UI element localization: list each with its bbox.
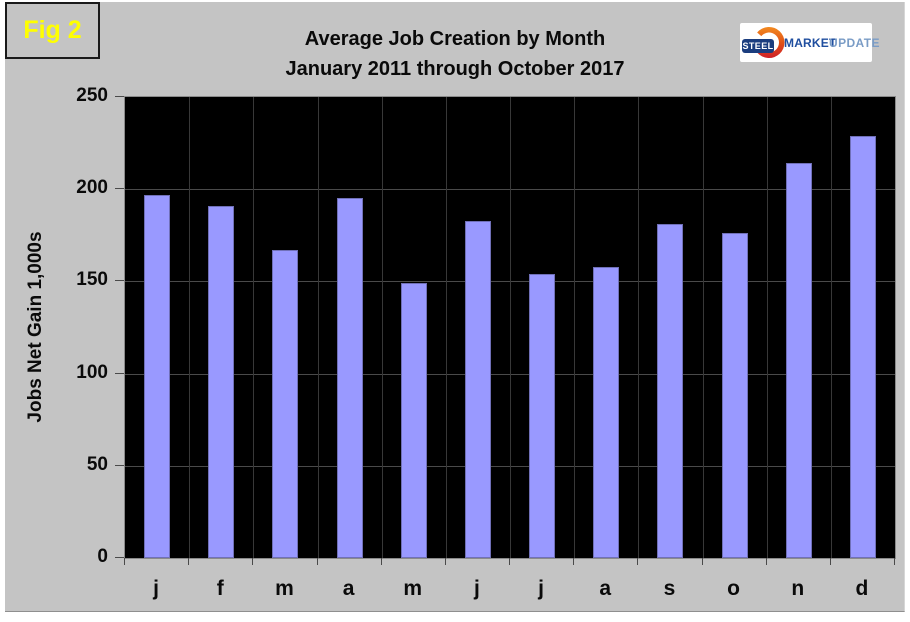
bar-d-12 bbox=[849, 136, 876, 558]
steel-market-update-logo: STEEL MARKET UPDATE bbox=[740, 23, 879, 62]
x-tick bbox=[444, 558, 446, 565]
x-tick bbox=[509, 558, 510, 565]
y-tick-label-150: 150 bbox=[76, 269, 108, 291]
figure-label-badge: Fig 2 bbox=[5, 2, 100, 59]
x-tick-label-f-2: f bbox=[216, 577, 224, 600]
x-tick-label-m-3: m bbox=[275, 577, 294, 600]
logo-crescent-icon bbox=[757, 26, 785, 58]
x-tick-label-m-5: m bbox=[403, 577, 423, 600]
gridline-vertical bbox=[830, 97, 832, 558]
x-tick-label-j-6: j bbox=[473, 577, 480, 600]
logo-steel-badge: STEEL bbox=[742, 39, 774, 53]
gridline-vertical bbox=[510, 97, 511, 558]
x-tick bbox=[894, 558, 895, 565]
x-tick bbox=[637, 558, 639, 565]
logo-update-text: UPDATE bbox=[829, 36, 880, 50]
y-tick-label-250: 250 bbox=[76, 85, 108, 106]
x-tick-label-o-10: o bbox=[727, 577, 740, 600]
logo-market-text: MARKET bbox=[784, 36, 837, 50]
chart-title-line1: Average Job Creation by Month bbox=[304, 28, 606, 50]
chart-title-line2: January 2011 through October 2017 bbox=[285, 58, 625, 80]
figure-label: Fig 2 bbox=[23, 16, 82, 44]
x-tick bbox=[573, 558, 575, 565]
x-tick bbox=[380, 558, 382, 565]
gridline-vertical bbox=[189, 97, 191, 558]
gridline-vertical bbox=[574, 97, 576, 558]
y-tick bbox=[115, 372, 124, 374]
y-tick bbox=[115, 557, 124, 558]
y-axis-title: Jobs Net Gain 1,000s bbox=[25, 231, 46, 423]
x-tick-label-d-12: d bbox=[855, 577, 869, 600]
plot-area bbox=[124, 96, 896, 559]
bar-j-6 bbox=[464, 221, 491, 558]
bar-a-8 bbox=[593, 267, 620, 558]
gridline-vertical bbox=[317, 97, 319, 558]
gridline-vertical bbox=[638, 97, 640, 558]
gridline-vertical bbox=[253, 97, 255, 558]
gridline-vertical bbox=[766, 97, 768, 558]
x-tick bbox=[124, 558, 125, 565]
x-tick-label-n-11: n bbox=[791, 577, 805, 600]
x-tick-label-a-8: a bbox=[599, 577, 612, 600]
y-tick-label-100: 100 bbox=[76, 361, 108, 383]
x-tick-label-a-4: a bbox=[342, 577, 355, 600]
gridline-vertical bbox=[702, 97, 704, 558]
bar-f-2 bbox=[208, 206, 235, 558]
gridline-vertical bbox=[381, 97, 383, 558]
x-tick bbox=[188, 558, 190, 565]
x-tick-label-j-1: j bbox=[153, 577, 159, 600]
bar-j-1 bbox=[144, 195, 171, 558]
y-tick-label-200: 200 bbox=[76, 177, 108, 199]
x-tick-label-s-9: s bbox=[663, 577, 676, 600]
y-tick-label-0: 0 bbox=[97, 546, 108, 567]
gridline-vertical bbox=[445, 97, 447, 558]
bar-m-5 bbox=[400, 283, 427, 558]
x-tick-label-j-7: j bbox=[538, 577, 544, 600]
bar-a-4 bbox=[336, 198, 363, 558]
bar-j-7 bbox=[529, 274, 556, 558]
x-tick bbox=[316, 558, 318, 565]
y-tick bbox=[115, 188, 124, 190]
y-tick bbox=[115, 96, 124, 97]
x-tick bbox=[829, 558, 831, 565]
bar-s-9 bbox=[657, 224, 684, 558]
y-tick bbox=[115, 464, 124, 466]
x-tick bbox=[701, 558, 703, 565]
chart-title: Average Job Creation by Month January 20… bbox=[0, 24, 910, 84]
y-tick bbox=[115, 280, 124, 282]
bar-m-3 bbox=[272, 250, 299, 558]
bar-n-11 bbox=[785, 163, 812, 558]
y-tick-label-50: 50 bbox=[86, 453, 108, 475]
x-tick bbox=[765, 558, 767, 565]
bar-o-10 bbox=[721, 233, 748, 558]
x-tick bbox=[252, 558, 254, 565]
